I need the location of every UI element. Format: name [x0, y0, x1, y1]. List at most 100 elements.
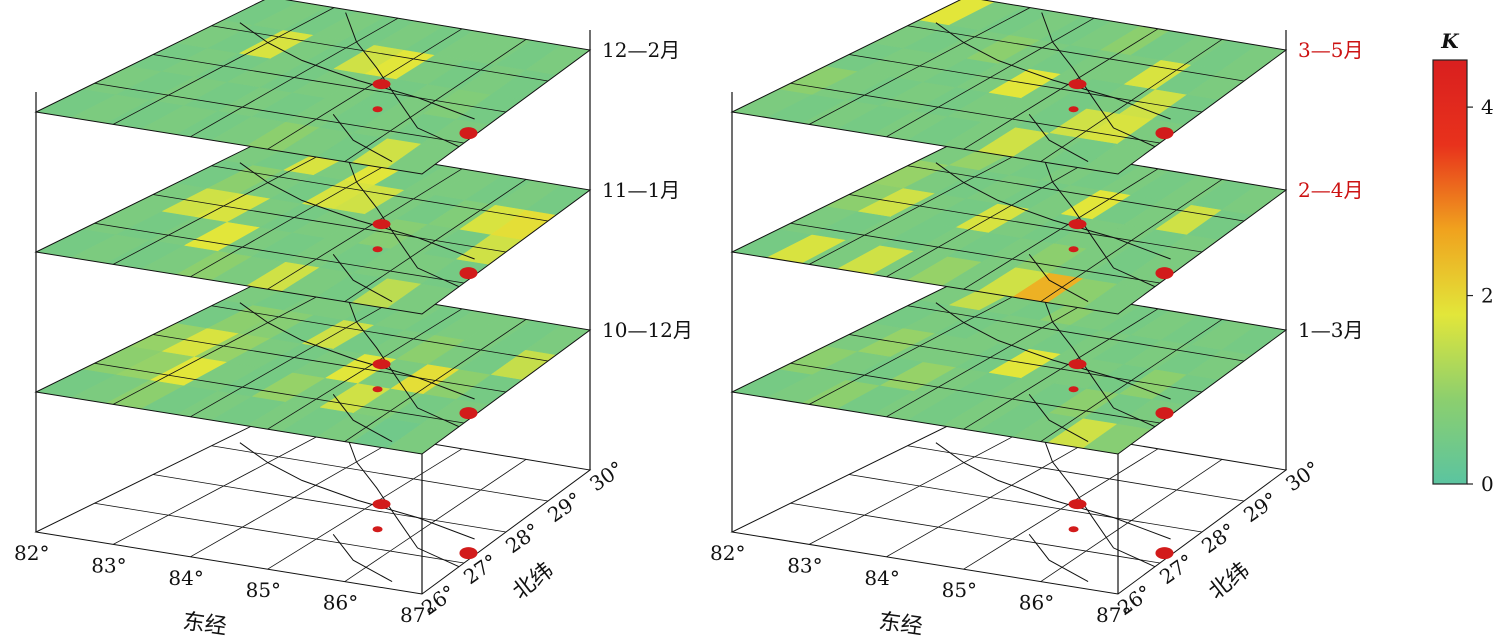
- boundary-line: [935, 22, 1171, 120]
- heatmap-layer: 12—2月: [34, 0, 680, 175]
- colorbar-title: K: [1440, 29, 1460, 53]
- layer-outline: [34, 276, 592, 455]
- layer-outline: [730, 0, 1288, 175]
- grid-line: [211, 165, 549, 222]
- x-tick-label: 84°: [864, 566, 899, 590]
- boundary-line: [332, 253, 393, 303]
- heatmap-layer: 10—12月: [34, 276, 693, 455]
- y-tick-label: 30°: [585, 456, 628, 496]
- site-marker: [1068, 359, 1087, 370]
- site-marker: [1155, 127, 1174, 140]
- panel-right: 1—3月2—4月3—5月82°83°84°85°86°87°26°27°28°2…: [710, 0, 1363, 640]
- grid-line: [790, 502, 1161, 564]
- x-tick-label: 85°: [246, 578, 281, 602]
- heatmap-layer: 2—4月: [730, 136, 1363, 315]
- x-tick-label: 86°: [323, 591, 358, 615]
- layer-label: 2—4月: [1298, 178, 1363, 202]
- boundary-line: [1028, 533, 1089, 583]
- grid-line: [790, 82, 1161, 144]
- grid-line: [848, 334, 1203, 393]
- site-marker: [1155, 547, 1174, 560]
- site-marker: [372, 359, 391, 370]
- y-axis-name: 北纬: [1204, 558, 1254, 605]
- x-axis-name: 东经: [877, 609, 924, 640]
- grid-line: [94, 502, 465, 564]
- site-marker: [1068, 219, 1087, 230]
- grid-line: [848, 54, 1203, 113]
- boundary-line: [1028, 253, 1089, 303]
- boundary-line: [332, 533, 393, 583]
- site-marker: [459, 407, 478, 420]
- layer-outline: [34, 136, 592, 315]
- boundary-line: [935, 302, 1171, 400]
- colorbar-tick-label: 4: [1481, 95, 1494, 119]
- site-marker: [372, 79, 391, 90]
- boundary-line: [935, 442, 1171, 540]
- boundary-line: [332, 393, 393, 443]
- grid-line: [211, 445, 549, 502]
- grid-line: [152, 194, 507, 253]
- site-marker: [372, 386, 383, 393]
- site-marker: [1155, 407, 1174, 420]
- layer-label: 11—1月: [602, 178, 680, 202]
- layer-outline: [34, 0, 592, 175]
- layer-label: 12—2月: [602, 38, 680, 62]
- boundary-line: [239, 162, 475, 260]
- heatmap-layer: 1—3月: [730, 276, 1363, 455]
- grid-line: [211, 305, 549, 362]
- layer-label: 10—12月: [602, 318, 693, 342]
- site-marker: [1068, 499, 1087, 510]
- colorbar: K 0 2 4: [1432, 29, 1494, 496]
- site-marker: [459, 127, 478, 140]
- grid-line: [790, 222, 1161, 284]
- layer-label: 3—5月: [1298, 38, 1363, 62]
- x-axis-name: 东经: [181, 609, 228, 640]
- boundary-line: [935, 162, 1171, 260]
- site-marker: [372, 526, 383, 533]
- boundary-line: [239, 442, 475, 540]
- grid-line: [152, 54, 507, 113]
- colorbar-ramp: [1432, 59, 1468, 485]
- y-tick-label: 30°: [1281, 456, 1324, 496]
- colorbar-ticks: 0 2 4: [1467, 95, 1494, 496]
- x-tick-label: 87°: [400, 603, 435, 627]
- site-marker: [1068, 246, 1079, 253]
- boundary-line: [1028, 393, 1089, 443]
- site-marker: [459, 547, 478, 560]
- site-marker: [1155, 267, 1174, 280]
- base-map-layer: [730, 416, 1288, 595]
- site-marker: [372, 219, 391, 230]
- x-tick-label: 86°: [1019, 591, 1054, 615]
- x-tick-label: 84°: [168, 566, 203, 590]
- site-marker: [372, 499, 391, 510]
- colorbar-tick-label: 2: [1481, 284, 1494, 308]
- site-marker: [459, 267, 478, 280]
- layer-label: 1—3月: [1298, 318, 1363, 342]
- panel-left: 10—12月11—1月12—2月82°83°84°85°86°87°26°27°…: [14, 0, 693, 640]
- base-map-layer: [34, 416, 592, 595]
- x-tick-label: 83°: [91, 553, 126, 577]
- grid-line: [152, 334, 507, 393]
- grid-line: [152, 474, 507, 533]
- grid-line: [907, 445, 1245, 502]
- grid-line: [94, 82, 465, 144]
- x-tick-label: 87°: [1096, 603, 1131, 627]
- grid-line: [94, 222, 465, 284]
- grid-line: [907, 25, 1245, 82]
- heatmap-layer: 3—5月: [730, 0, 1363, 175]
- site-marker: [372, 246, 383, 253]
- site-marker: [1068, 526, 1079, 533]
- x-tick-label: 85°: [942, 578, 977, 602]
- boundary-line: [1028, 113, 1089, 163]
- grid-line: [907, 305, 1245, 362]
- layer-outline: [730, 136, 1288, 315]
- grid-line: [848, 194, 1203, 253]
- boundary-line: [332, 113, 393, 163]
- colorbar-tick-label: 0: [1481, 472, 1494, 496]
- grid-line: [790, 362, 1161, 424]
- y-axis-name: 北纬: [508, 558, 558, 605]
- grid-line: [94, 362, 465, 424]
- layer-outline: [730, 276, 1288, 455]
- site-marker: [1068, 79, 1087, 90]
